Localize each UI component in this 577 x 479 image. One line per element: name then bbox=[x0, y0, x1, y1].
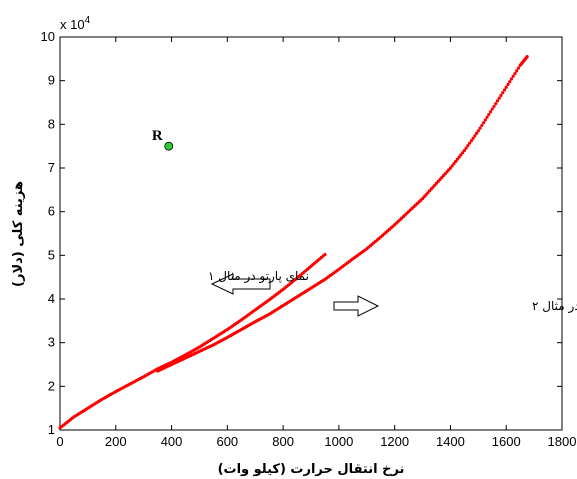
y-axis-title: هزینه کلی (دلار) bbox=[11, 181, 26, 287]
series-point bbox=[464, 146, 468, 150]
series-point bbox=[494, 101, 498, 106]
series-point bbox=[506, 82, 510, 87]
series-point bbox=[501, 91, 505, 95]
series-point bbox=[492, 104, 496, 108]
series-point bbox=[450, 164, 454, 168]
y-tick-label: 6 bbox=[48, 204, 55, 219]
series-point bbox=[511, 74, 515, 78]
y-multiplier-exp: 4 bbox=[85, 15, 91, 26]
x-axis-title: نرخ انتقال حرارت (کیلو وات) bbox=[218, 462, 405, 477]
point-r-group: R bbox=[152, 128, 174, 151]
axis-ticks: 0 200 400 600 800 1000 1200 1400 1600 1800 1 2 3 4 5 6 7… bbox=[41, 29, 577, 449]
series-point bbox=[471, 136, 475, 140]
y-tick-label: 9 bbox=[48, 73, 55, 88]
series-point bbox=[469, 139, 473, 143]
series-point bbox=[457, 155, 461, 159]
point-r-label: R bbox=[152, 128, 163, 144]
series-point bbox=[513, 71, 517, 76]
x-tick-label: 400 bbox=[161, 434, 183, 449]
series-point bbox=[488, 110, 493, 114]
x-tick-label: 1800 bbox=[548, 434, 577, 449]
series-point bbox=[461, 151, 465, 155]
series-point bbox=[468, 141, 472, 145]
x-tick-label: 0 bbox=[56, 434, 63, 449]
series-point bbox=[495, 99, 500, 103]
y-tick-label: 3 bbox=[48, 335, 55, 350]
series-point bbox=[454, 159, 458, 164]
x-tick-label: 600 bbox=[216, 434, 238, 449]
y-tick-label: 1 bbox=[48, 422, 55, 437]
annotation-example-1: نمای پارتو در مثال ۱ bbox=[208, 269, 309, 295]
series-point bbox=[480, 123, 484, 128]
point-r-marker bbox=[164, 141, 174, 151]
series-point bbox=[481, 121, 486, 125]
x-tick-label: 800 bbox=[272, 434, 294, 449]
series-point bbox=[509, 77, 514, 81]
series-point bbox=[508, 80, 512, 84]
series-layer bbox=[58, 55, 529, 430]
y-tick-label: 8 bbox=[48, 116, 55, 131]
series-point bbox=[525, 55, 529, 59]
series-point bbox=[497, 96, 501, 100]
y-tick-label: 10 bbox=[41, 29, 55, 44]
plot-frame bbox=[59, 36, 563, 431]
annotation-2-text: نمای پارتو در مثال ۲ bbox=[532, 299, 577, 314]
series-point bbox=[474, 131, 479, 135]
series-point bbox=[462, 148, 466, 153]
right-arrow-icon bbox=[333, 295, 380, 317]
annotation-1-text: نمای پارتو در مثال ۱ bbox=[208, 269, 309, 284]
series-point bbox=[476, 129, 480, 133]
x-tick-label: 1000 bbox=[324, 434, 353, 449]
series-point bbox=[455, 157, 460, 161]
y-multiplier: x 104 bbox=[60, 15, 91, 32]
series-point bbox=[323, 252, 327, 257]
series-point bbox=[478, 126, 482, 130]
series-point bbox=[487, 112, 491, 117]
y-tick-label: 7 bbox=[48, 160, 55, 175]
annotation-example-2: نمای پارتو در مثال ۲ bbox=[333, 295, 577, 317]
y-tick-label: 2 bbox=[48, 378, 55, 393]
series-point bbox=[473, 134, 477, 138]
left-arrow-icon bbox=[210, 273, 271, 295]
x-tick-label: 1200 bbox=[380, 434, 409, 449]
series-point bbox=[459, 153, 463, 157]
series-point bbox=[448, 166, 453, 170]
series-2-points bbox=[156, 55, 529, 373]
series-point bbox=[516, 66, 521, 70]
x-tick-label: 200 bbox=[105, 434, 127, 449]
series-point bbox=[485, 115, 489, 119]
series-point bbox=[515, 69, 519, 73]
series-point bbox=[490, 107, 494, 111]
series-point bbox=[466, 144, 470, 148]
y-tick-label: 4 bbox=[48, 291, 55, 306]
y-multiplier-base: x 10 bbox=[60, 17, 85, 32]
x-tick-label: 1400 bbox=[436, 434, 465, 449]
series-point bbox=[502, 88, 507, 92]
series-point bbox=[499, 93, 503, 98]
series-point bbox=[452, 162, 456, 166]
y-tick-label: 5 bbox=[48, 247, 55, 262]
series-point bbox=[504, 85, 508, 89]
x-tick-label: 1600 bbox=[492, 434, 521, 449]
series-point bbox=[483, 118, 487, 122]
